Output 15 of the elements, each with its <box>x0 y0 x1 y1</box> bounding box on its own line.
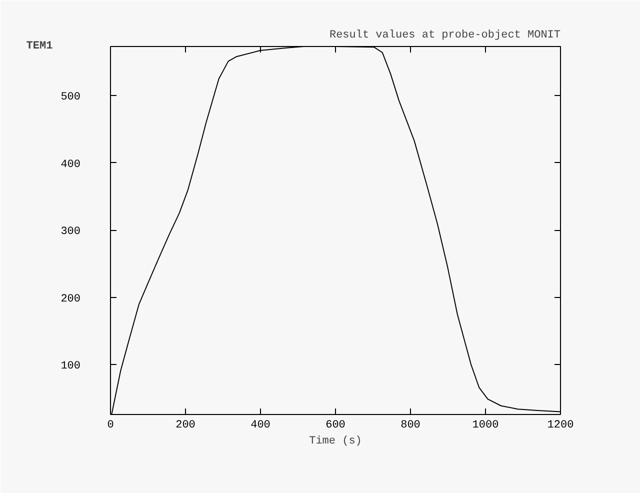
x-tick-label: 0 <box>107 420 114 432</box>
x-tick-label: 600 <box>326 420 346 432</box>
y-tick-label: 400 <box>60 158 81 171</box>
y-tick-label: 100 <box>60 360 81 373</box>
x-tick-label: 400 <box>250 420 270 432</box>
y-axis-title: TEM1 <box>26 40 54 52</box>
x-tick-label: 200 <box>176 420 196 432</box>
x-tick-label: 1200 <box>547 420 574 432</box>
chart-title: Result values at probe-object MONIT <box>329 30 561 42</box>
x-tick-label: 1000 <box>472 420 499 432</box>
y-tick-label: 500 <box>60 92 81 104</box>
x-axis-title: Time (s) <box>309 436 362 448</box>
y-tick-label: 200 <box>60 293 81 306</box>
y-tick-label: 300 <box>60 226 81 238</box>
x-tick-label: 800 <box>400 420 420 432</box>
